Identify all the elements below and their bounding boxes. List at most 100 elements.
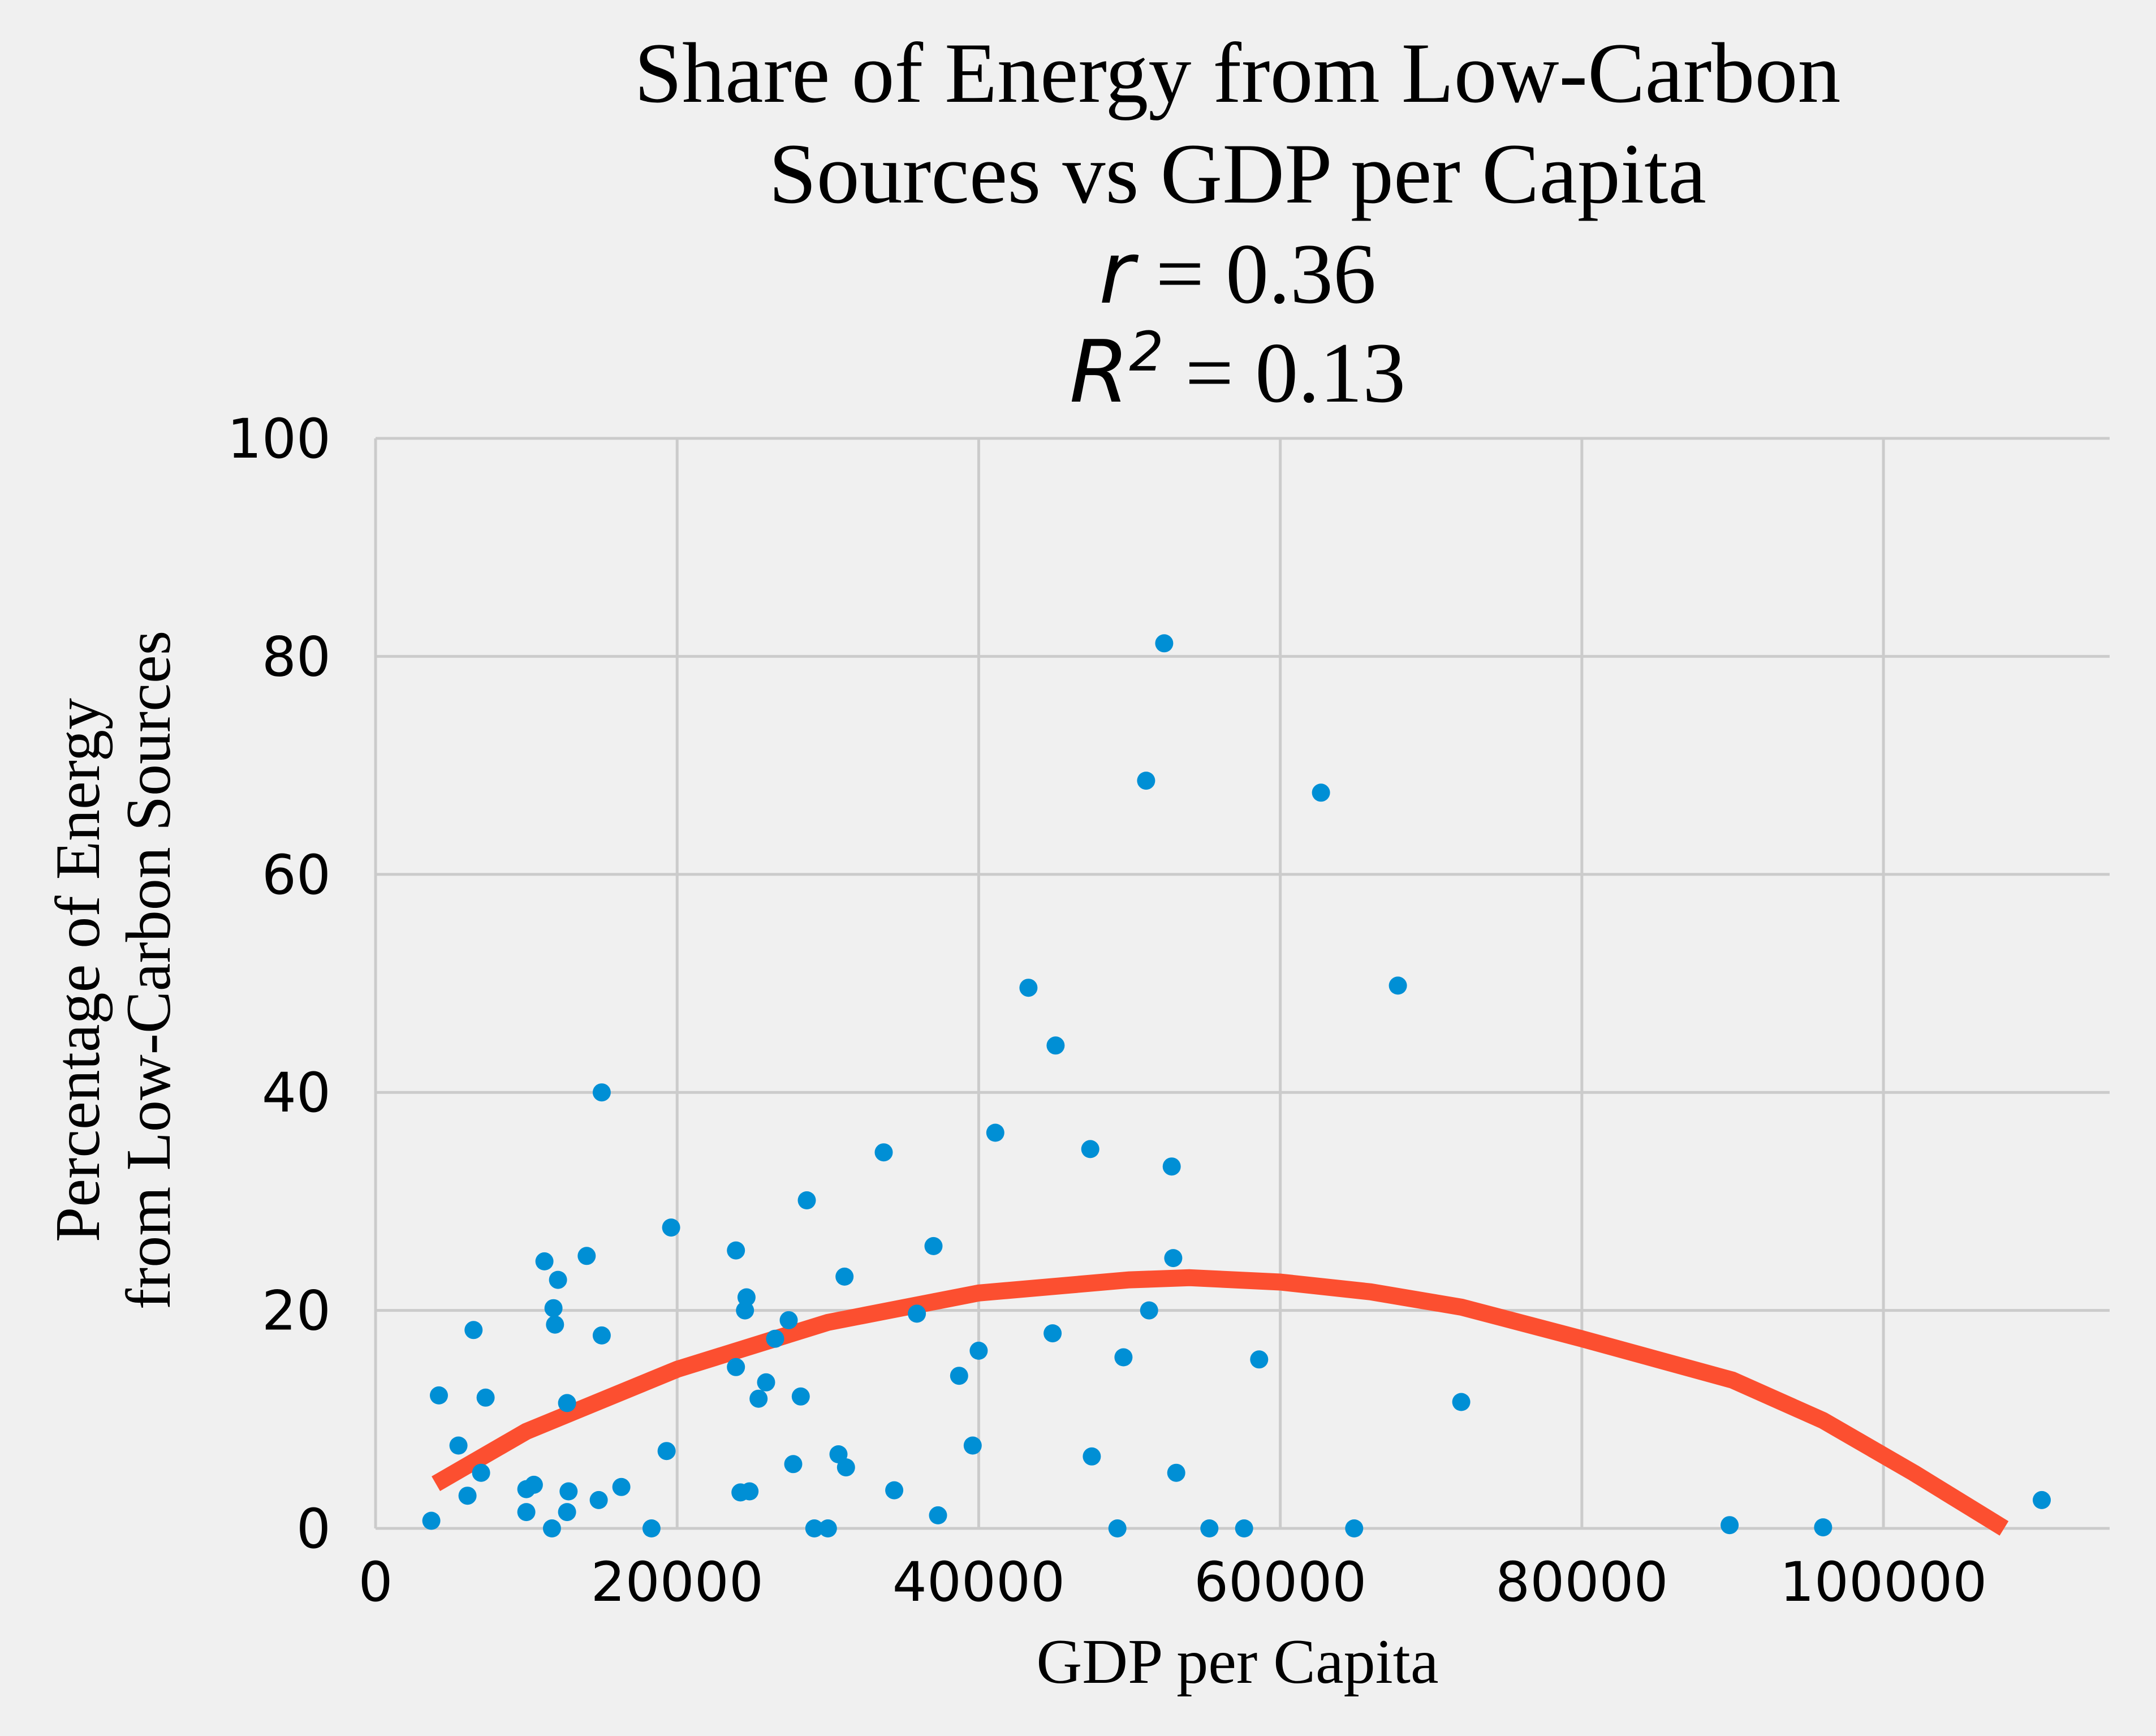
- data-point: [464, 1321, 483, 1339]
- y-axis-label: Percentage of Energy from Low-Carbon Sou…: [43, 631, 184, 1310]
- chart-title: Share of Energy from Low-Carbon Sources …: [634, 25, 1840, 422]
- r-symbol: r: [1099, 223, 1139, 323]
- data-point: [1046, 1036, 1065, 1055]
- data-point: [458, 1487, 477, 1505]
- data-point: [1721, 1516, 1739, 1535]
- y-axis-label-line-2: from Low-Carbon Sources: [114, 631, 184, 1310]
- y-axis-label-line-1: Percentage of Energy: [43, 698, 113, 1242]
- data-point: [542, 1519, 561, 1537]
- y-tick-label: 100: [227, 407, 331, 471]
- data-point: [908, 1304, 926, 1323]
- data-point: [1389, 976, 1407, 995]
- data-point: [1250, 1350, 1269, 1369]
- data-point: [1019, 979, 1038, 997]
- data-point: [577, 1247, 596, 1265]
- data-point: [727, 1241, 745, 1260]
- data-point: [1083, 1447, 1101, 1466]
- r2-symbol: R: [1070, 322, 1129, 422]
- data-point: [430, 1386, 448, 1405]
- data-point: [558, 1503, 576, 1522]
- data-point: [874, 1143, 893, 1162]
- fit-line: [432, 1269, 2009, 1536]
- data-point: [517, 1503, 536, 1522]
- y-tick-label: 0: [296, 1497, 331, 1561]
- data-point: [1140, 1301, 1158, 1320]
- data-point: [1235, 1519, 1253, 1537]
- data-point: [963, 1436, 982, 1455]
- data-point: [805, 1519, 823, 1537]
- grid: [374, 437, 2110, 1530]
- data-point: [784, 1455, 803, 1474]
- data-point: [535, 1252, 554, 1270]
- data-point: [836, 1458, 855, 1477]
- data-point: [592, 1326, 611, 1345]
- data-point: [791, 1387, 810, 1406]
- data-point: [779, 1311, 798, 1329]
- data-point: [1164, 1249, 1183, 1268]
- data-point: [2033, 1491, 2051, 1509]
- fit-line-group: [432, 1269, 2009, 1536]
- data-point: [924, 1237, 943, 1255]
- x-tick-label: 80000: [1495, 1550, 1668, 1614]
- data-point: [737, 1288, 756, 1307]
- data-point: [559, 1482, 578, 1501]
- data-point: [422, 1511, 441, 1530]
- y-tick-label: 60: [262, 843, 331, 907]
- data-point: [642, 1519, 661, 1537]
- data-point: [766, 1329, 784, 1348]
- data-point: [1137, 772, 1155, 790]
- y-tick-label: 20: [262, 1280, 331, 1343]
- data-point: [524, 1475, 543, 1494]
- y-tick-labels: 0 20 40 60 80 100: [227, 407, 331, 1561]
- data-point: [1108, 1519, 1127, 1537]
- r-value: = 0.36: [1134, 226, 1376, 321]
- data-point: [1081, 1140, 1099, 1158]
- y-tick-label: 80: [262, 625, 331, 688]
- r2-superscript: 2: [1129, 320, 1163, 384]
- data-point: [558, 1394, 576, 1412]
- data-point: [740, 1482, 759, 1501]
- data-point: [797, 1191, 816, 1209]
- data-point: [1345, 1519, 1364, 1537]
- x-tick-labels: 0 20000 40000 60000 80000 100000: [358, 1550, 1987, 1614]
- r2-value: = 0.13: [1163, 325, 1405, 420]
- data-point: [1155, 634, 1174, 653]
- data-point: [969, 1341, 988, 1360]
- data-point: [476, 1388, 495, 1407]
- data-point: [1167, 1463, 1185, 1482]
- data-point: [749, 1389, 768, 1408]
- data-point: [657, 1442, 676, 1461]
- data-point: [1200, 1519, 1219, 1537]
- data-point: [544, 1299, 563, 1317]
- data-point: [1162, 1157, 1181, 1176]
- title-line-1: Share of Energy from Low-Carbon: [634, 25, 1840, 120]
- x-tick-label: 20000: [591, 1550, 764, 1614]
- data-point: [986, 1123, 1004, 1142]
- data-point: [1312, 783, 1330, 802]
- data-point: [662, 1218, 680, 1237]
- data-point: [818, 1519, 837, 1537]
- data-point: [546, 1315, 564, 1334]
- data-point: [1043, 1324, 1062, 1343]
- data-point: [589, 1491, 608, 1509]
- r-statistic: r = 0.36: [1099, 223, 1376, 323]
- data-point: [1814, 1518, 1832, 1537]
- data-point: [757, 1373, 775, 1392]
- data-point: [835, 1267, 854, 1286]
- x-tick-label: 0: [358, 1550, 393, 1614]
- title-line-2: Sources vs GDP per Capita: [769, 126, 1706, 221]
- data-point: [449, 1436, 468, 1455]
- data-point: [1114, 1348, 1133, 1367]
- x-axis-label: GDP per Capita: [1036, 1627, 1438, 1697]
- data-point: [829, 1445, 848, 1463]
- data-point: [612, 1477, 631, 1496]
- data-points: [422, 634, 2051, 1537]
- y-tick-label: 40: [262, 1061, 331, 1125]
- r2-statistic: R2 = 0.13: [1070, 320, 1405, 422]
- data-point: [549, 1270, 567, 1289]
- data-point: [727, 1358, 745, 1376]
- x-tick-label: 100000: [1780, 1550, 1987, 1614]
- data-point: [736, 1301, 754, 1320]
- data-point: [592, 1083, 611, 1102]
